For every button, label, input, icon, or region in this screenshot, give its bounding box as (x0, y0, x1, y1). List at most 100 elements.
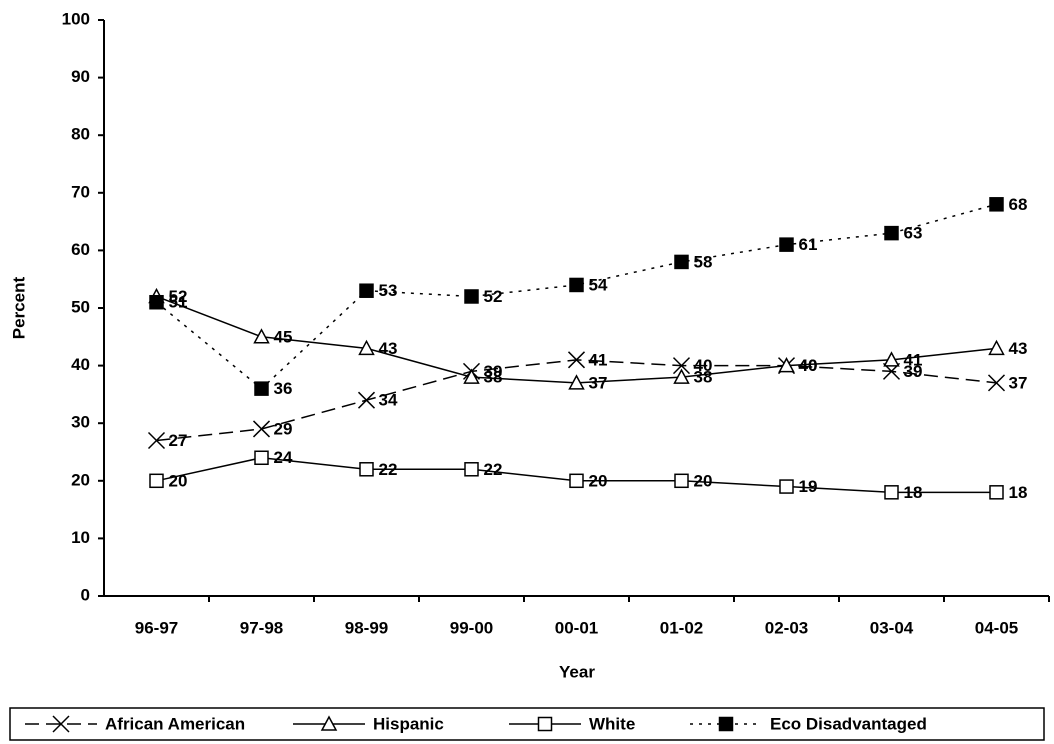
legend-label: African American (105, 714, 245, 733)
data-point (673, 368, 690, 384)
data-label: 19 (799, 477, 818, 496)
data-point (358, 339, 375, 356)
data-label: 34 (379, 391, 398, 410)
data-point (568, 374, 585, 390)
data-point (463, 368, 480, 384)
data-label: 37 (589, 373, 608, 392)
data-label: 18 (1009, 483, 1028, 502)
data-point (147, 431, 166, 450)
data-label: 39 (904, 362, 923, 381)
data-point (674, 254, 689, 270)
series-line (156, 203, 997, 390)
data-label: 51 (169, 293, 188, 312)
x-tick-label: 99-00 (450, 618, 493, 637)
data-point (359, 462, 374, 477)
data-label: 43 (379, 339, 398, 358)
legend-label: Eco Disadvantaged (770, 714, 927, 733)
data-label: 40 (799, 356, 818, 375)
x-axis-label: Year (559, 662, 595, 681)
y-tick-label: 60 (71, 240, 90, 259)
data-label: 22 (484, 460, 503, 479)
data-point (778, 357, 795, 373)
legend-marker (537, 716, 553, 732)
data-label: 24 (274, 448, 293, 467)
legend-label: White (589, 714, 635, 733)
data-label: 20 (169, 471, 188, 490)
data-label: 40 (799, 356, 818, 375)
data-point (569, 473, 584, 489)
data-label: 37 (1009, 373, 1028, 392)
data-label: 38 (694, 368, 713, 387)
y-tick-label: 100 (62, 9, 90, 28)
y-tick-label: 20 (71, 470, 90, 489)
data-point (464, 289, 479, 304)
data-point (149, 294, 164, 310)
y-tick-label: 70 (71, 182, 90, 201)
data-label: 20 (694, 471, 713, 490)
data-point (987, 374, 1006, 392)
x-tick-label: 97-98 (240, 618, 283, 637)
x-tick-label: 02-03 (765, 618, 808, 637)
data-label: 61 (799, 235, 818, 254)
data-point (989, 197, 1004, 212)
data-point (567, 351, 586, 369)
y-axis-label: Percent (9, 276, 28, 339)
data-label: 29 (274, 419, 293, 438)
data-point (357, 391, 376, 409)
data-point (254, 450, 269, 466)
y-tick-label: 40 (71, 355, 90, 374)
data-point (464, 462, 479, 477)
data-point (569, 277, 584, 293)
data-point (253, 328, 270, 344)
legend-marker (320, 715, 338, 731)
y-tick-label: 30 (71, 413, 90, 432)
data-label: 39 (484, 362, 503, 381)
data-label: 27 (169, 431, 188, 450)
data-point (883, 351, 900, 367)
legend-label: Hispanic (373, 714, 444, 733)
data-label: 38 (484, 368, 503, 387)
data-point (779, 237, 794, 252)
data-point (989, 485, 1004, 500)
data-point (672, 357, 691, 375)
data-point (252, 420, 271, 438)
data-label: 43 (1009, 339, 1028, 358)
data-label: 22 (379, 460, 398, 479)
data-point (884, 485, 899, 500)
data-point (779, 479, 794, 494)
data-label: 68 (1009, 195, 1028, 214)
x-tick-label: 04-05 (975, 618, 1018, 637)
y-tick-label: 80 (71, 125, 90, 144)
y-tick-label: 50 (71, 297, 90, 316)
data-label: 52 (169, 287, 188, 306)
data-label: 36 (274, 379, 293, 398)
data-label: 20 (589, 471, 608, 490)
data-label: 52 (484, 287, 503, 306)
data-point (674, 473, 689, 489)
y-tick-label: 10 (71, 528, 90, 547)
data-point (149, 473, 164, 489)
data-label: 54 (589, 275, 608, 294)
data-point (884, 225, 899, 241)
legend-box (9, 707, 1045, 741)
data-label: 41 (589, 350, 608, 369)
data-point (359, 283, 374, 298)
data-label: 41 (904, 350, 923, 369)
x-tick-label: 00-01 (555, 618, 598, 637)
y-tick-label: 90 (71, 67, 90, 86)
x-tick-label: 98-99 (345, 618, 388, 637)
data-point (988, 339, 1005, 356)
data-label: 58 (694, 252, 713, 271)
x-tick-label: 96-97 (135, 618, 178, 637)
x-tick-label: 03-04 (870, 618, 914, 637)
data-label: 40 (694, 356, 713, 375)
y-tick-label: 0 (81, 585, 90, 604)
x-tick-label: 01-02 (660, 618, 703, 637)
legend-marker (718, 716, 734, 732)
data-label: 45 (274, 327, 293, 346)
data-point (254, 381, 269, 396)
data-label: 63 (904, 224, 923, 243)
data-label: 18 (904, 483, 923, 502)
legend-marker (52, 715, 70, 733)
